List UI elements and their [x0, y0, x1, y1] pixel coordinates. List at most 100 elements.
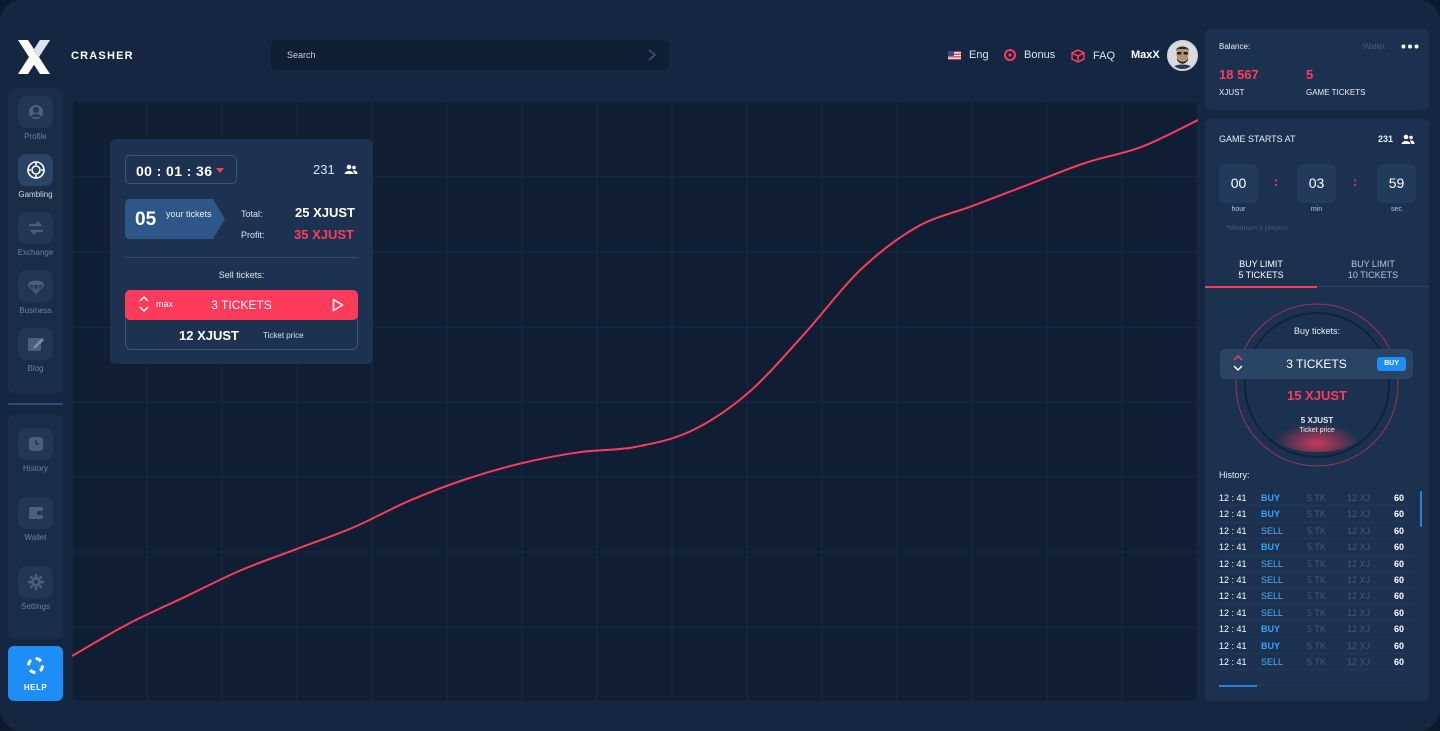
bonus-link[interactable]: Bonus: [1004, 49, 1055, 61]
sidebar-item-gambling[interactable]: Gambling: [8, 154, 63, 204]
sidebar-item-history[interactable]: History: [8, 428, 63, 478]
wallet-icon: [18, 497, 53, 529]
history-xj: 12 XJ: [1347, 525, 1371, 536]
buy-button[interactable]: BUY: [1377, 357, 1406, 371]
sidebar-item-exchange[interactable]: Exchange: [8, 212, 63, 262]
divider: [125, 257, 358, 258]
xjust-balance: 18 567: [1219, 67, 1259, 82]
history-xj: 12 XJ: [1347, 558, 1371, 569]
history-type: SELL: [1261, 591, 1284, 602]
gear-icon: [18, 566, 53, 598]
history-type: SELL: [1261, 574, 1284, 585]
history-xj: 12 XJ: [1347, 542, 1371, 553]
poker-chip-icon: [18, 154, 53, 186]
help-button[interactable]: HELP: [8, 646, 63, 701]
game-tickets-count: 5: [1306, 67, 1314, 82]
sidebar-item-blog[interactable]: Blog: [8, 328, 63, 378]
chevron-right-icon[interactable]: [647, 49, 657, 61]
buy-total: 15 XJUST: [1287, 388, 1347, 403]
history-type: SELL: [1261, 525, 1284, 536]
tab-buy-limit-10[interactable]: BUY LIMIT 10 TICKETS: [1317, 259, 1429, 281]
help-label: HELP: [23, 683, 48, 692]
buy-tickets-row: 3 TICKETS BUY: [1220, 349, 1413, 379]
play-icon[interactable]: [332, 298, 344, 312]
parachute-icon: [18, 270, 53, 302]
balance-label: Balance:: [1219, 42, 1251, 51]
total-label: Total:: [241, 209, 263, 219]
history-type: BUY: [1261, 640, 1281, 651]
history-tk: 5 TK: [1307, 509, 1326, 520]
username[interactable]: MaxX: [1131, 49, 1160, 61]
chart-canvas: [72, 102, 1198, 701]
profit-value: 35 XJUST: [294, 227, 354, 242]
search-input[interactable]: Search: [271, 40, 669, 70]
history-table: 12 : 41 BUY 5 TK 12 XJ 60 12 : 41 BUY 5 TK 12 XJ…: [1219, 490, 1412, 671]
history-scrollbar[interactable]: [1420, 491, 1422, 527]
tab-line: 5 TICKETS: [1238, 270, 1284, 280]
history-xj: 12 XJ: [1347, 493, 1371, 503]
history-tk: 5 TK: [1307, 656, 1326, 667]
buy-ring: [1235, 303, 1399, 467]
your-tickets-count: 05: [135, 209, 157, 230]
series-line: [72, 119, 1198, 657]
wallet-link[interactable]: Wallet: [1363, 42, 1385, 51]
history-xj: 12 XJ: [1347, 607, 1371, 618]
target-icon: [1004, 49, 1016, 61]
sidebar-item-profile[interactable]: Profile: [8, 96, 63, 146]
history-type: SELL: [1261, 558, 1284, 569]
history-val: 60: [1394, 624, 1405, 635]
faq-link[interactable]: FAQ: [1071, 49, 1115, 63]
sell-quantity: 3 TICKETS: [211, 298, 272, 312]
caret-down-icon: [216, 168, 224, 173]
colon-separator: :: [1274, 174, 1279, 189]
sidebar-item-business[interactable]: Business: [8, 270, 63, 320]
history-row: 12 : 41 SELL 5 TK 12 XJ 60: [1219, 588, 1412, 605]
language-label: Eng: [969, 49, 989, 61]
minimum-players-note: *Minimum 8 players: [1226, 225, 1288, 232]
search-placeholder: Search: [287, 50, 316, 60]
profit-label: Profit:: [241, 230, 265, 240]
lifebuoy-icon: [27, 657, 44, 674]
history-label: History:: [1219, 470, 1250, 480]
history-type: SELL: [1261, 607, 1284, 618]
sidebar-secondary-nav: History Wallet Settings: [8, 414, 63, 639]
cube-icon: [1071, 49, 1085, 63]
sidebar-item-label: Business: [19, 306, 52, 315]
x-logo[interactable]: [16, 38, 52, 76]
sidebar-divider: [8, 403, 63, 405]
language-selector[interactable]: Eng: [948, 49, 989, 61]
history-row: 12 : 41 BUY 5 TK 12 XJ 60: [1219, 506, 1412, 523]
history-type: BUY: [1261, 493, 1281, 503]
history-val: 60: [1394, 574, 1405, 585]
round-timer-dropdown[interactable]: 00 : 01 : 36: [125, 155, 237, 184]
sidebar-item-label: History: [23, 464, 48, 473]
history-row: 12 : 41 BUY 5 TK 12 XJ 60: [1219, 490, 1412, 507]
sidebar-item-settings[interactable]: Settings: [8, 566, 63, 616]
stepper-icon[interactable]: [1233, 354, 1243, 372]
colon-separator: :: [1353, 174, 1358, 189]
more-icon[interactable]: [1401, 44, 1419, 49]
avatar[interactable]: [1167, 40, 1198, 71]
history-val: 60: [1394, 591, 1405, 602]
sidebar-item-label: Gambling: [18, 190, 53, 199]
history-horizontal-scroll[interactable]: [1219, 685, 1412, 687]
buy-quantity: 3 TICKETS: [1286, 357, 1347, 371]
history-tk: 5 TK: [1307, 624, 1326, 635]
history-val: 60: [1394, 525, 1405, 536]
countdown-seconds: 59: [1377, 164, 1416, 203]
bonus-label: Bonus: [1024, 49, 1056, 61]
countdown-minutes: 03: [1297, 164, 1336, 203]
stepper-icon[interactable]: [139, 295, 149, 313]
history-time: 12 : 41: [1219, 558, 1247, 569]
history-xj: 12 XJ: [1347, 640, 1371, 651]
users-icon: [344, 164, 358, 174]
sidebar-main-nav: Profile Gambling Exchange Business Blog: [8, 88, 63, 394]
sidebar-item-wallet[interactable]: Wallet: [8, 497, 63, 547]
tab-buy-limit-5[interactable]: BUY LIMIT 5 TICKETS: [1205, 259, 1317, 281]
ticket-price-value: 12 XJUST: [179, 328, 239, 343]
tab-underline: [1317, 286, 1429, 287]
history-time: 12 : 41: [1219, 542, 1247, 553]
max-button[interactable]: max: [156, 299, 174, 309]
history-tk: 5 TK: [1307, 525, 1326, 536]
countdown-hours: 00: [1219, 164, 1258, 203]
